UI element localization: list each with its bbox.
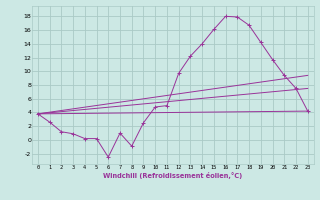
X-axis label: Windchill (Refroidissement éolien,°C): Windchill (Refroidissement éolien,°C): [103, 172, 243, 179]
